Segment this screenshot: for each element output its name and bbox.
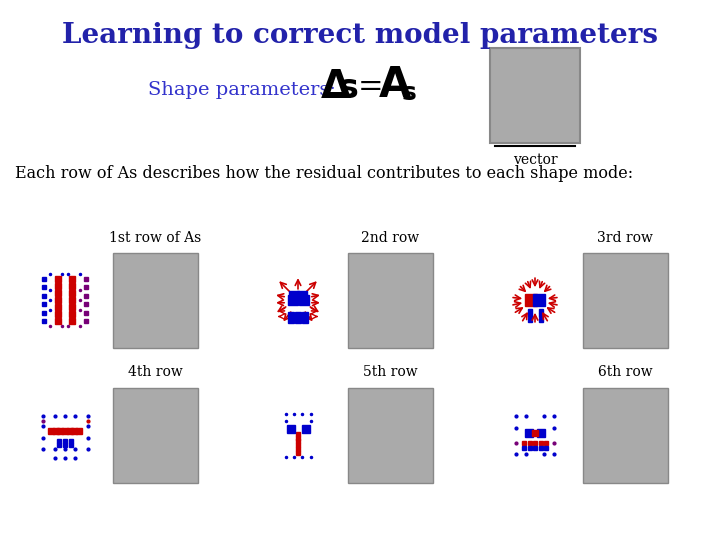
- Text: 5th row: 5th row: [363, 366, 418, 380]
- Text: 4th row: 4th row: [127, 366, 182, 380]
- Text: 3rd row: 3rd row: [597, 231, 653, 245]
- Text: Shape parameters:: Shape parameters:: [148, 81, 336, 99]
- Text: 1st row of As: 1st row of As: [109, 231, 201, 245]
- Bar: [348, 388, 433, 483]
- Bar: [348, 253, 433, 348]
- Text: vector: vector: [513, 153, 557, 167]
- Bar: [582, 253, 667, 348]
- Bar: [112, 253, 197, 348]
- Text: Each row of As describes how the residual contributes to each shape mode:: Each row of As describes how the residua…: [15, 165, 633, 182]
- Text: $\mathbf{s}$: $\mathbf{s}$: [338, 71, 359, 105]
- Text: $\mathbf{\Delta}$: $\mathbf{\Delta}$: [320, 69, 352, 105]
- Bar: [112, 388, 197, 483]
- Text: $\mathbf{A}$: $\mathbf{A}$: [378, 64, 412, 106]
- Text: 2nd row: 2nd row: [361, 231, 419, 245]
- Bar: [582, 388, 667, 483]
- Bar: [490, 48, 580, 143]
- Text: Learning to correct model parameters: Learning to correct model parameters: [62, 22, 658, 49]
- Text: =: =: [358, 72, 384, 104]
- Text: 6th row: 6th row: [598, 366, 652, 380]
- Text: $\mathbf{s}$: $\mathbf{s}$: [401, 81, 417, 105]
